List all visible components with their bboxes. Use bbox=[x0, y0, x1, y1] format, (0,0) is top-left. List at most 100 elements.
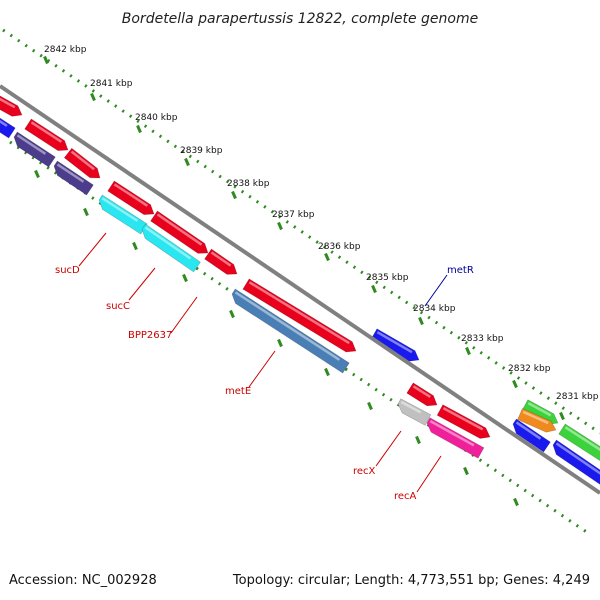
gene-arrow[interactable] bbox=[107, 180, 158, 219]
gene-feature[interactable] bbox=[517, 408, 559, 436]
outer-tick-mark bbox=[512, 379, 518, 389]
gene-feature[interactable] bbox=[229, 288, 350, 374]
scale-tick-label: 2831 kbp bbox=[556, 392, 599, 402]
gene-feature[interactable] bbox=[24, 118, 72, 155]
inner-tick-mark bbox=[324, 367, 330, 377]
outer-tick-mark bbox=[136, 124, 142, 134]
scale-ticks: 2842 kbp 2841 kbp 2840 kbp 2839 kbp 2838 kbp… bbox=[34, 45, 599, 507]
scale-tick-label: 2832 kbp bbox=[508, 364, 551, 374]
gene-arrow[interactable] bbox=[395, 398, 432, 426]
gene-arrow[interactable] bbox=[96, 194, 148, 235]
gene-feature[interactable] bbox=[242, 278, 359, 356]
gene-highlight bbox=[564, 426, 600, 453]
gene-arrow[interactable] bbox=[242, 278, 359, 356]
gene-arrow[interactable] bbox=[436, 404, 493, 443]
gene-label[interactable]: metE bbox=[225, 386, 251, 397]
inner-tick-mark bbox=[513, 497, 519, 507]
gene-feature[interactable] bbox=[150, 210, 212, 258]
gene-highlight bbox=[144, 226, 192, 260]
gene-feature[interactable] bbox=[11, 131, 56, 168]
scale-tick-label: 2842 kbp bbox=[44, 45, 87, 55]
gene-arrow[interactable] bbox=[204, 248, 241, 279]
scale-tick-label: 2840 kbp bbox=[135, 113, 178, 123]
gene-feature[interactable] bbox=[370, 328, 422, 365]
inner-tick-mark bbox=[229, 309, 235, 319]
gene-label-leader bbox=[78, 232, 107, 267]
gene-label[interactable]: sucC bbox=[106, 301, 130, 312]
scale-tick-label: 2836 kbp bbox=[318, 242, 361, 252]
inner-tick-mark bbox=[463, 466, 469, 476]
gene-feature[interactable] bbox=[550, 439, 600, 490]
gene-labels: sucD sucC BPP2637 metE recX recA metR bbox=[55, 232, 474, 502]
gene-arrow[interactable] bbox=[24, 118, 72, 155]
gene-label-leader bbox=[170, 296, 198, 334]
gene-label-leader bbox=[424, 274, 448, 307]
outer-tick-mark bbox=[231, 190, 237, 200]
gene-label[interactable]: recA bbox=[394, 491, 417, 502]
gene-arrow[interactable] bbox=[406, 382, 440, 410]
scale-tick-label: 2838 kbp bbox=[227, 179, 270, 189]
gene-highlight bbox=[248, 281, 350, 345]
outer-tick-mark bbox=[465, 346, 471, 356]
scale-tick-label: 2835 kbp bbox=[366, 273, 409, 283]
gene-label[interactable]: sucD bbox=[55, 265, 80, 276]
gene-arrow[interactable] bbox=[0, 116, 16, 139]
gene-highlight bbox=[0, 119, 8, 127]
scale-tick-label: 2833 kbp bbox=[461, 334, 504, 344]
gene-label[interactable]: metR bbox=[447, 265, 474, 276]
gene-arrow[interactable] bbox=[51, 160, 94, 196]
gene-arrow[interactable] bbox=[139, 223, 201, 273]
gene-feature[interactable] bbox=[0, 94, 25, 120]
gene-highlight bbox=[16, 134, 47, 155]
gene-feature[interactable] bbox=[510, 418, 551, 453]
gene-highlight bbox=[442, 406, 484, 431]
outer-dot-ring bbox=[2, 28, 600, 435]
gene-feature[interactable] bbox=[0, 116, 16, 139]
gene-arrow[interactable] bbox=[510, 418, 551, 453]
gene-highlight bbox=[400, 400, 422, 414]
outer-tick-mark bbox=[371, 284, 377, 294]
gene-feature[interactable] bbox=[406, 382, 440, 410]
gene-arrow[interactable] bbox=[0, 94, 25, 120]
outer-tick-mark bbox=[43, 55, 49, 65]
gene-feature[interactable] bbox=[63, 147, 103, 182]
gene-feature[interactable] bbox=[436, 404, 493, 443]
inner-tick-mark bbox=[34, 169, 40, 179]
inner-tick-mark bbox=[415, 435, 421, 445]
gene-feature[interactable] bbox=[424, 417, 485, 459]
gene-feature[interactable] bbox=[96, 194, 148, 235]
gene-feature[interactable] bbox=[51, 160, 94, 196]
outer-tick-mark bbox=[418, 316, 424, 326]
gene-arrow[interactable] bbox=[150, 210, 212, 258]
gene-highlight bbox=[412, 385, 431, 398]
gene-arrow[interactable] bbox=[517, 408, 559, 436]
gene-highlight bbox=[527, 402, 552, 417]
gene-highlight bbox=[156, 213, 203, 246]
gene-label[interactable]: BPP2637 bbox=[128, 330, 172, 341]
scale-tick-label: 2839 kbp bbox=[180, 146, 223, 156]
gene-feature[interactable] bbox=[204, 248, 241, 279]
outer-tick-mark bbox=[184, 157, 190, 167]
gene-highlight bbox=[234, 291, 341, 361]
gene-arrow[interactable] bbox=[424, 417, 485, 459]
gene-highlight bbox=[30, 121, 63, 143]
gene-highlight bbox=[376, 331, 413, 354]
gene-arrow[interactable] bbox=[11, 131, 56, 168]
gene-highlight bbox=[555, 442, 600, 477]
gene-feature[interactable] bbox=[139, 223, 201, 273]
gene-arrow[interactable] bbox=[63, 147, 103, 182]
gene-label-leader bbox=[375, 430, 402, 467]
gene-highlight bbox=[113, 183, 149, 207]
map-title: Bordetella parapertussis 12822, complete… bbox=[122, 11, 478, 27]
gene-arrow[interactable] bbox=[521, 399, 561, 429]
gene-feature[interactable] bbox=[521, 399, 561, 429]
gene-arrow[interactable] bbox=[550, 439, 600, 490]
gene-label[interactable]: recX bbox=[353, 466, 376, 477]
gene-highlight bbox=[70, 150, 95, 171]
gene-arrow[interactable] bbox=[229, 288, 350, 374]
scale-tick-label: 2834 kbp bbox=[413, 304, 456, 314]
gene-features bbox=[0, 94, 600, 490]
gene-feature[interactable] bbox=[107, 180, 158, 219]
gene-feature[interactable] bbox=[395, 398, 432, 426]
